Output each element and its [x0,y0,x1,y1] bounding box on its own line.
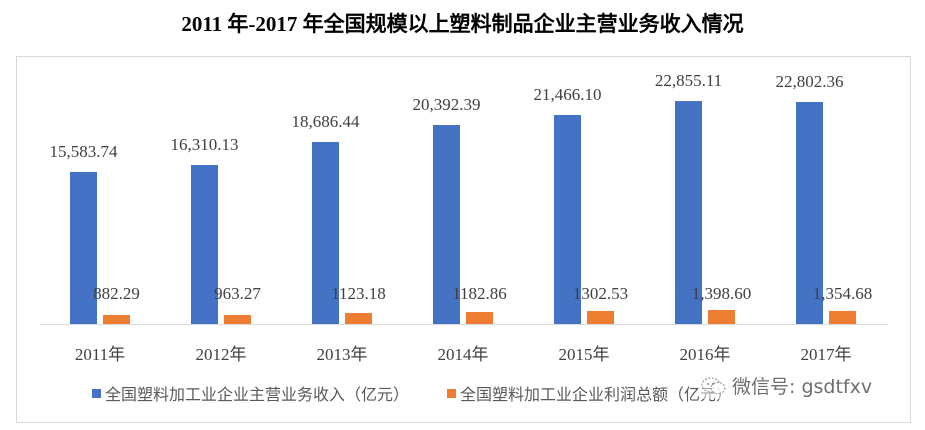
data-label: 15,583.74 [49,141,118,161]
data-label: 882.29 [93,284,140,303]
legend-label: 全国塑料加工业企业利润总额（亿元） [460,385,733,404]
data-label: 1,354.68 [812,284,873,303]
legend-item-profit: 全国塑料加工业企业利润总额（亿元） [447,381,732,405]
legend: 全国塑料加工业企业主营业务收入（亿元） 全国塑料加工业企业利润总额（亿元） [92,381,732,405]
x-tick-label: 2014年 [437,345,489,364]
bar-revenue [312,141,339,324]
legend-item-revenue: 全国塑料加工业企业主营业务收入（亿元） [92,381,409,405]
data-label: 18,686.44 [291,111,360,131]
bar-profit [708,310,735,324]
bar-revenue [433,125,460,324]
data-label: 1,398.60 [691,284,752,303]
x-tick-label: 2016年 [679,345,731,364]
watermark-text: 微信号: gsdtfxv [732,376,873,398]
x-axis-line [40,324,888,325]
bar-profit [466,312,493,324]
legend-label: 全国塑料加工业企业主营业务收入（亿元） [105,385,410,404]
data-label: 1302.53 [572,284,629,303]
data-label: 1182.86 [452,284,507,303]
bar-profit [345,313,372,324]
bar-revenue [191,164,218,324]
bar-revenue [70,171,97,324]
bar-revenue [796,101,823,324]
x-tick-label: 2011年 [74,345,126,364]
data-label: 22,855.11 [654,71,723,90]
data-label: 16,310.13 [170,134,239,154]
watermark: 微信号: gsdtfxv [700,372,873,399]
data-label: 21,466.10 [533,84,602,104]
bar-profit [103,315,130,324]
data-label: 22,802.36 [775,71,844,91]
x-tick-label: 2013年 [316,345,368,364]
legend-swatch-orange-icon [447,388,457,398]
bar-profit [587,311,614,324]
bar-revenue [675,101,702,324]
legend-swatch-blue-icon [92,388,101,398]
chart-title: 2011 年-2017 年全国规模以上塑料制品企业主营业务收入情况 [181,12,744,36]
x-tick-label: 2017年 [800,345,852,364]
data-label: 963.27 [214,284,261,303]
x-tick-label: 2012年 [195,345,247,364]
data-label: 20,392.39 [412,95,481,115]
bar-revenue [554,114,581,324]
wechat-icon [701,377,726,394]
bar-profit [829,310,856,324]
chart-frame [16,56,911,423]
data-label: 1123.18 [331,284,386,303]
x-tick-label: 2015年 [558,345,610,364]
bar-profit [224,314,251,324]
